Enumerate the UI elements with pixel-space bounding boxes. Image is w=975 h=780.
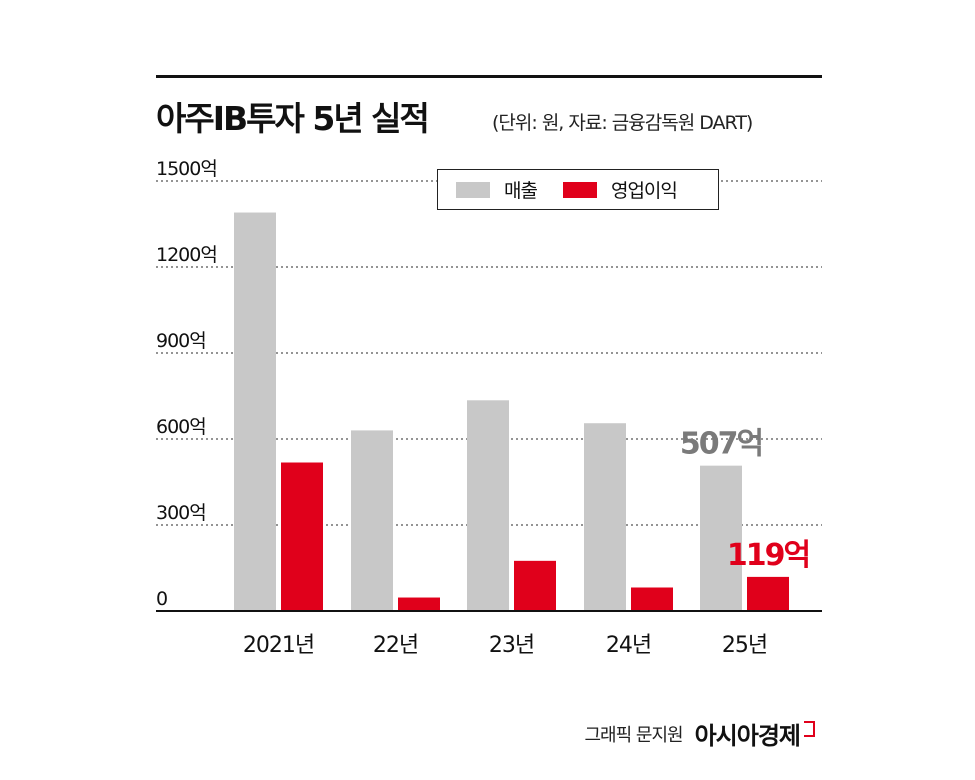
data-label: 507억 (680, 427, 762, 462)
legend: 매출 영업이익 (437, 169, 719, 210)
bar (351, 430, 393, 611)
bar (281, 462, 323, 611)
x-tick-label: 2021년 (243, 633, 314, 658)
bar (631, 587, 673, 611)
labels: 0 300억 600억 900억 1200억 1500억 2021년 22년 23년 24년 25년… (156, 158, 811, 658)
bar (398, 597, 440, 611)
bar (747, 576, 789, 611)
x-tick-label: 24년 (606, 633, 651, 658)
y-tick-label: 0 (156, 588, 167, 610)
x-tick-label: 25년 (722, 633, 767, 658)
credit: 그래픽 문지원 아시아경제 (584, 716, 815, 751)
chart-title: 아주IB투자 5년 실적 (156, 99, 430, 138)
legend-swatch-operating-profit (562, 181, 597, 198)
bar (467, 400, 509, 611)
y-tick-label: 600억 (156, 416, 206, 438)
legend-swatch-sales (456, 181, 490, 198)
y-tick-label: 900억 (156, 330, 206, 352)
legend-item-operating-profit: 영업이익 (562, 176, 678, 203)
data-label: 119억 (727, 538, 809, 573)
legend-item-sales: 매출 (456, 176, 538, 203)
y-tick-label: 1200억 (156, 244, 217, 266)
y-tick-label: 300억 (156, 502, 206, 524)
legend-label-operating-profit: 영업이익 (610, 180, 678, 202)
bar (514, 560, 556, 611)
y-tick-label: 1500억 (156, 158, 217, 180)
top-rule (156, 75, 822, 78)
bar (234, 212, 276, 612)
x-tick-label: 22년 (373, 633, 418, 658)
brand-logo-text: 아시아경제 (694, 722, 801, 750)
bar (700, 465, 742, 611)
brand-mark-icon (804, 720, 815, 737)
x-tick-label: 23년 (489, 633, 534, 658)
chart-subtitle: (단위: 원, 자료: 금융감독원 DART) (492, 112, 753, 134)
legend-label-sales: 매출 (504, 180, 538, 202)
credit-text: 그래픽 문지원 (584, 724, 684, 746)
bar (584, 423, 626, 611)
bars (234, 212, 789, 612)
